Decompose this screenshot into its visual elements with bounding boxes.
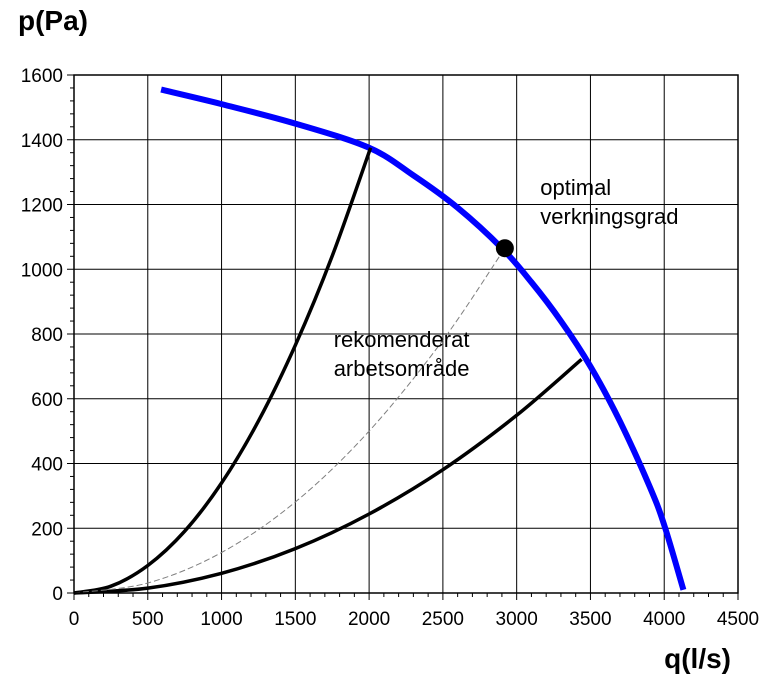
y-tick-label: 1000 (21, 260, 63, 281)
series-line-2 (73, 147, 373, 595)
y-tick-label: 1400 (21, 131, 63, 152)
series-line-4 (73, 247, 506, 594)
plot-frame (73, 74, 739, 594)
series-line-1 (160, 86, 687, 591)
annotations-layer: optimal verkningsgrad rekomenderat arbetsom… (334, 175, 679, 381)
annotation-2: rekomenderat arbetsområde (334, 327, 470, 381)
y-tick-label: 800 (31, 325, 63, 346)
x-axis-title: q(l/s) (664, 643, 731, 674)
y-tick-labels: 0 200 400 600 800 1000 1200 1400 1600 (21, 66, 63, 605)
points-layer (495, 239, 514, 258)
annotation-line: rekomenderat (334, 327, 470, 352)
x-tick-label: 1000 (200, 609, 242, 630)
y-tick-label: 0 (52, 584, 63, 605)
x-tick-label: 3000 (496, 609, 538, 630)
annotation-line: optimal (540, 175, 611, 200)
annotation-line: arbetsområde (334, 356, 470, 381)
annotation-line: verkningsgrad (540, 204, 678, 229)
y-tick-label: 600 (31, 390, 63, 411)
x-tick-labels: 0 500 1000 1500 2000 2500 3000 3500 4000 4500 (69, 609, 759, 630)
x-tick-label: 2000 (348, 609, 390, 630)
x-tick-label: 500 (132, 609, 164, 630)
x-tick-label: 2500 (422, 609, 464, 630)
y-axis-title: p(Pa) (18, 5, 88, 36)
x-tick-label: 1500 (274, 609, 316, 630)
x-tick-label: 4500 (717, 609, 759, 630)
y-tick-label: 400 (31, 455, 63, 476)
series-line-3 (73, 357, 583, 595)
x-tick-label: 0 (69, 609, 80, 630)
y-tick-label: 1600 (21, 66, 63, 87)
series-layer (73, 86, 687, 595)
x-tick-label: 4000 (643, 609, 685, 630)
y-tick-label: 1200 (21, 196, 63, 217)
optimal-efficiency-point (495, 239, 514, 258)
y-tick-label: 200 (31, 519, 63, 540)
annotation-1: optimal verkningsgrad (540, 175, 678, 229)
x-tick-label: 3500 (569, 609, 611, 630)
